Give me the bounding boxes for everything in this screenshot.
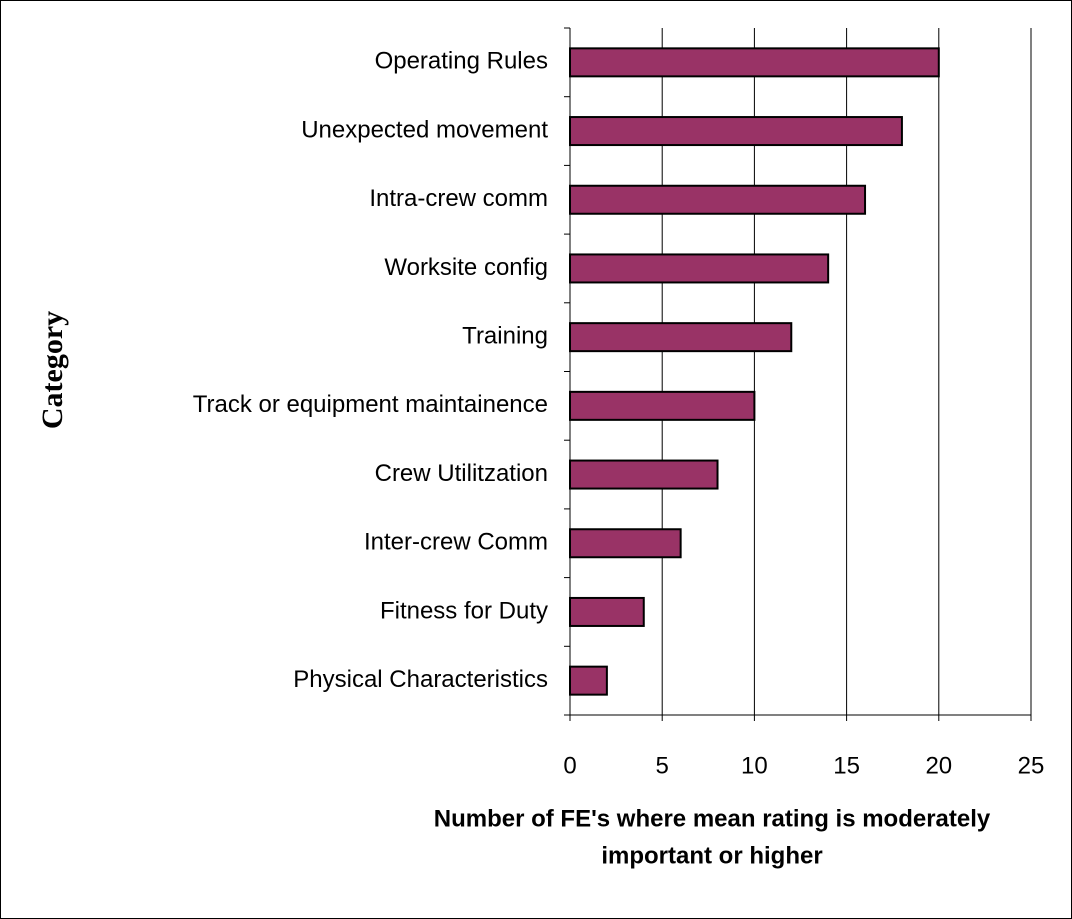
bar bbox=[569, 390, 756, 421]
x-tick-label: 15 bbox=[833, 752, 860, 779]
y-tick-label: Training bbox=[462, 322, 548, 349]
y-tick-label: Fitness for Duty bbox=[380, 597, 548, 624]
bar bbox=[569, 596, 645, 627]
bar bbox=[569, 47, 940, 78]
bar bbox=[569, 665, 608, 696]
bar bbox=[569, 116, 903, 147]
x-tick-label: 5 bbox=[656, 752, 669, 779]
y-tick-label: Crew Utilitzation bbox=[375, 460, 548, 487]
bar bbox=[569, 253, 830, 284]
y-tick-label: Intra-crew comm bbox=[369, 185, 548, 212]
x-tick-label: 10 bbox=[741, 752, 768, 779]
y-axis-title: Category bbox=[36, 311, 69, 429]
y-tick-label: Operating Rules bbox=[375, 48, 548, 75]
x-axis-title: Number of FE's where mean rating is mode… bbox=[434, 805, 991, 832]
y-tick-label: Worksite config bbox=[384, 254, 548, 281]
y-tick-label: Unexpected movement bbox=[301, 116, 548, 143]
x-axis-title: important or higher bbox=[601, 842, 822, 869]
y-tick-label: Physical Characteristics bbox=[293, 666, 548, 693]
bar bbox=[569, 322, 793, 353]
y-tick-label: Track or equipment maintainence bbox=[193, 391, 548, 418]
x-tick-label: 0 bbox=[563, 752, 576, 779]
x-tick-label: 20 bbox=[925, 752, 952, 779]
y-tick-label: Inter-crew Comm bbox=[364, 529, 548, 556]
bar bbox=[569, 528, 682, 559]
bar bbox=[569, 184, 867, 215]
bar bbox=[569, 459, 719, 490]
x-tick-label: 25 bbox=[1018, 752, 1045, 779]
